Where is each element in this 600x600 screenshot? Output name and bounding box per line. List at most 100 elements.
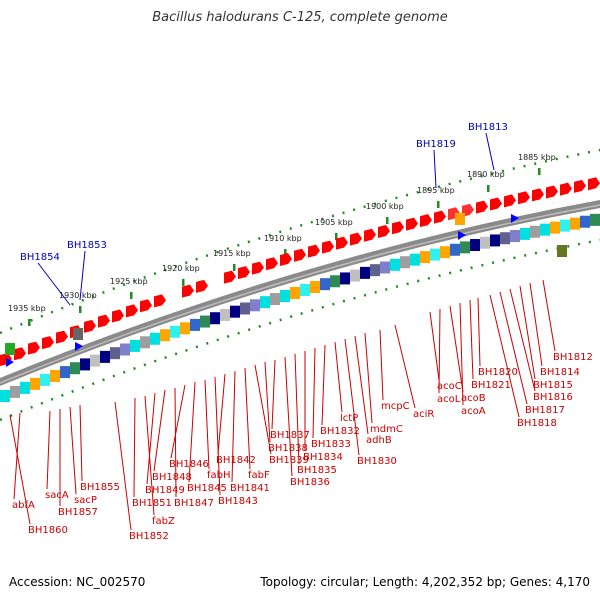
gene-label: BH1830 xyxy=(357,456,397,467)
reverse-gene-block xyxy=(80,358,90,371)
reverse-gene-block xyxy=(0,390,10,402)
gene-label-group: BH1813 BH1819 BH1853 BH1854 BH1812 BH1814 BH18… xyxy=(12,122,593,542)
genome-summary-text: Topology: circular; Length: 4,202,352 bp… xyxy=(260,575,590,589)
isolated-gene-block xyxy=(557,245,567,257)
gene-label: BH1814 xyxy=(540,367,580,378)
label-leader-line xyxy=(133,397,136,498)
label-leader-line xyxy=(244,367,251,470)
label-leader-line xyxy=(449,305,464,393)
kbp-tick-label: 1935 kbp xyxy=(8,304,46,313)
forward-gene-arrow xyxy=(574,179,586,193)
label-leader-line xyxy=(284,356,293,477)
gene-label: mdmC xyxy=(370,424,403,435)
gene-label: BH1821 xyxy=(471,380,511,391)
label-leader-line xyxy=(214,376,221,496)
label-leader-line xyxy=(334,341,343,413)
small-gene-arrow xyxy=(458,231,466,240)
kbp-tick-label: 1915 kbp xyxy=(213,249,251,258)
forward-gene-arrow xyxy=(518,191,530,205)
forward-gene-arrow xyxy=(392,221,404,235)
reverse-gene-block xyxy=(570,217,580,230)
reverse-gene-block xyxy=(160,329,170,342)
gene-label: BH1853 xyxy=(67,240,107,251)
gene-label: BH1813 xyxy=(468,122,508,133)
gene-label: fabF xyxy=(248,470,270,481)
kbp-tick-label: 1905 kbp xyxy=(315,218,353,227)
forward-gene-arrow xyxy=(126,304,138,318)
kbp-tick-mark xyxy=(233,264,236,271)
label-leader-line xyxy=(379,329,384,401)
kbp-tick-mark xyxy=(182,279,185,286)
gene-label: BH1812 xyxy=(553,352,593,363)
gene-label: BH1860 xyxy=(28,525,68,536)
reverse-gene-block xyxy=(40,373,50,386)
forward-gene-arrow xyxy=(546,185,558,199)
reverse-gene-block xyxy=(410,253,420,266)
gene-label: BH1847 xyxy=(174,498,214,509)
reverse-gene-block xyxy=(100,350,110,363)
reverse-gene-block xyxy=(130,339,140,352)
reverse-gene-block xyxy=(500,232,510,245)
gene-label: BH1846 xyxy=(169,459,209,470)
label-leader-line xyxy=(153,389,166,472)
label-leader-line xyxy=(170,384,186,459)
reverse-gene-block xyxy=(240,302,250,315)
gene-label: BH1815 xyxy=(533,380,573,391)
gene-label: BH1857 xyxy=(58,507,98,518)
label-leader-line xyxy=(264,361,271,443)
isolated-gene-block xyxy=(455,213,465,225)
gene-features xyxy=(0,177,600,402)
reverse-gene-block xyxy=(190,318,200,331)
reverse-gene-block xyxy=(20,381,30,394)
forward-gene-arrow xyxy=(490,197,502,211)
forward-gene-arrow xyxy=(14,347,26,361)
kbp-tick-label: 1930 kbp xyxy=(59,291,97,300)
reverse-gene-block xyxy=(300,284,310,296)
forward-gene-arrow xyxy=(42,336,54,350)
label-leader-line xyxy=(509,288,536,392)
gene-label: BH1819 xyxy=(416,139,456,150)
genome-backbone-highlight xyxy=(0,204,600,384)
gene-label: BH1842 xyxy=(216,455,256,466)
kbp-tick-mark xyxy=(335,233,338,240)
gene-label: fabZ xyxy=(152,516,175,527)
reverse-gene-block xyxy=(350,269,360,282)
label-leader-line xyxy=(429,311,440,381)
gene-label: BH1833 xyxy=(311,439,351,450)
reverse-gene-block xyxy=(270,293,280,306)
label-leader-line xyxy=(469,299,474,380)
reverse-gene-block xyxy=(530,225,540,238)
label-leader-line xyxy=(499,291,528,405)
kbp-tick-label: 1925 kbp xyxy=(110,277,148,286)
reverse-gene-block xyxy=(450,243,460,256)
reverse-gene-block xyxy=(220,308,230,321)
label-leader-line xyxy=(254,364,272,455)
gene-label: acoB xyxy=(461,393,486,404)
label-leader-line xyxy=(204,379,210,470)
forward-gene-arrow xyxy=(560,182,572,196)
reverse-gene-block xyxy=(170,325,180,338)
label-leader-line xyxy=(529,282,543,367)
label-leader-line xyxy=(69,406,77,495)
small-gene-arrow xyxy=(6,358,14,367)
forward-gene-arrow xyxy=(56,330,68,344)
reverse-gene-block xyxy=(490,234,500,247)
forward-gene-arrow xyxy=(294,248,306,262)
gene-label: BH1848 xyxy=(152,472,192,483)
reverse-gene-block xyxy=(60,366,70,379)
forward-gene-arrow xyxy=(476,200,488,214)
gene-label: BH1835 xyxy=(297,465,337,476)
forward-gene-arrow xyxy=(336,236,348,250)
reverse-gene-block xyxy=(260,296,270,309)
small-gene-arrow xyxy=(75,342,83,351)
gene-label: BH1854 xyxy=(20,252,60,263)
gene-label: lctP xyxy=(340,413,358,424)
reverse-gene-block xyxy=(520,227,530,240)
gene-label: BH1845 xyxy=(187,483,227,494)
label-leader-line xyxy=(46,410,51,490)
label-leader-line xyxy=(79,250,86,301)
gene-label: BH1836 xyxy=(290,477,330,488)
forward-gene-arrow xyxy=(224,270,236,284)
kbp-tick-mark xyxy=(437,201,440,208)
kbp-tick-label: 1910 kbp xyxy=(264,234,302,243)
